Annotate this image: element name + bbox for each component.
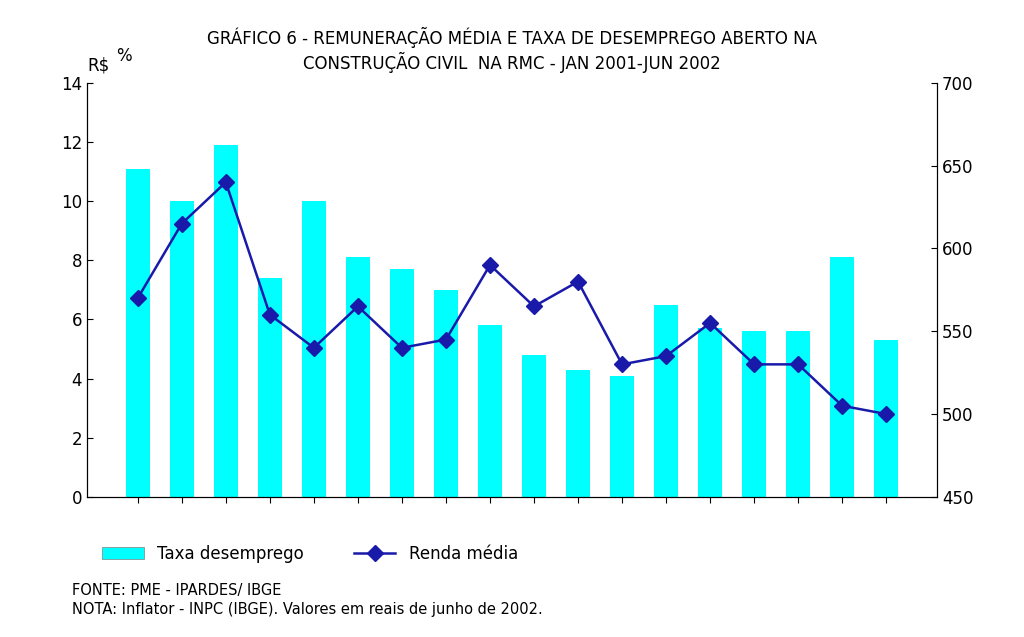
Bar — [390, 269, 414, 497]
Bar — [170, 201, 194, 497]
Bar — [258, 278, 282, 497]
Title: GRÁFICO 6 - REMUNERAÇÃO MÉDIA E TAXA DE DESEMPREGO ABERTO NA
CONSTRUÇÃO CIVIL  N: GRÁFICO 6 - REMUNERAÇÃO MÉDIA E TAXA DE … — [207, 27, 817, 73]
Text: %: % — [116, 47, 131, 65]
Bar — [522, 355, 546, 497]
Bar — [786, 331, 810, 497]
Text: R$: R$ — [87, 57, 110, 75]
Bar — [434, 290, 458, 497]
Bar — [698, 328, 722, 497]
Bar — [874, 340, 898, 497]
Text: FONTE: PME - IPARDES/ IBGE: FONTE: PME - IPARDES/ IBGE — [72, 583, 281, 598]
Legend: Taxa desemprego, Renda média: Taxa desemprego, Renda média — [95, 538, 524, 569]
Bar — [742, 331, 766, 497]
Bar — [566, 369, 590, 497]
Bar — [830, 257, 854, 497]
Bar — [214, 145, 238, 497]
Bar — [346, 257, 370, 497]
Bar — [302, 201, 326, 497]
Bar — [478, 326, 502, 497]
Bar — [654, 304, 678, 497]
Bar — [610, 376, 634, 497]
Bar — [126, 169, 150, 497]
Text: NOTA: Inflator - INPC (IBGE). Valores em reais de junho de 2002.: NOTA: Inflator - INPC (IBGE). Valores em… — [72, 602, 543, 617]
